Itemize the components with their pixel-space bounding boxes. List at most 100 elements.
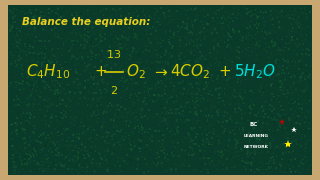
Point: [99, 125, 104, 128]
Point: [170, 93, 175, 96]
Point: [262, 28, 267, 31]
Point: [72, 80, 77, 83]
Point: [20, 50, 25, 53]
Point: [125, 87, 130, 89]
Point: [123, 161, 128, 164]
Point: [196, 47, 201, 50]
Point: [288, 76, 293, 79]
Point: [7, 9, 12, 12]
Point: [262, 71, 267, 74]
Point: [93, 114, 98, 117]
Point: [189, 154, 195, 156]
Point: [100, 40, 105, 42]
Point: [226, 80, 231, 83]
Point: [92, 113, 97, 116]
Point: [48, 116, 53, 119]
Point: [189, 92, 195, 94]
Point: [137, 127, 142, 130]
Point: [105, 161, 110, 164]
Point: [291, 81, 296, 84]
Point: [197, 103, 203, 106]
Point: [79, 166, 84, 169]
Point: [196, 76, 201, 79]
Point: [286, 48, 292, 51]
Point: [213, 89, 218, 92]
Point: [176, 130, 181, 133]
Point: [43, 57, 48, 60]
Point: [150, 140, 155, 143]
Point: [209, 82, 214, 85]
Point: [119, 22, 124, 25]
Point: [28, 25, 34, 28]
Point: [203, 88, 208, 91]
Point: [205, 56, 210, 59]
Point: [219, 52, 224, 55]
Point: [16, 130, 21, 132]
Point: [52, 90, 58, 93]
Point: [153, 84, 158, 87]
Point: [14, 103, 19, 106]
Point: [110, 105, 115, 108]
Point: [56, 117, 61, 120]
Point: [73, 165, 78, 168]
Point: [125, 115, 130, 118]
Point: [302, 25, 308, 28]
Point: [128, 97, 133, 100]
Point: [52, 168, 57, 170]
Point: [233, 107, 238, 110]
Point: [21, 138, 26, 140]
Point: [129, 158, 134, 161]
Point: [63, 105, 68, 107]
Point: [278, 14, 284, 17]
Point: [60, 21, 65, 24]
Point: [298, 145, 303, 148]
Point: [40, 116, 45, 119]
Point: [81, 143, 86, 146]
Point: [300, 133, 305, 136]
Point: [23, 12, 28, 15]
Point: [247, 116, 252, 118]
Point: [89, 42, 94, 44]
Point: [228, 116, 234, 119]
Point: [195, 83, 200, 86]
Point: [107, 100, 112, 103]
Point: [246, 150, 251, 153]
Point: [197, 140, 202, 143]
Point: [216, 8, 221, 11]
Point: [307, 161, 312, 164]
Point: [296, 43, 301, 46]
Point: [212, 163, 218, 166]
Point: [159, 67, 164, 70]
Point: [178, 28, 183, 30]
Point: [54, 127, 59, 130]
Point: [9, 122, 14, 125]
Point: [98, 34, 103, 37]
Point: [204, 91, 209, 94]
Point: [276, 84, 282, 87]
Point: [299, 52, 304, 55]
Point: [121, 36, 126, 39]
Point: [197, 72, 203, 75]
Point: [76, 40, 81, 43]
Point: [177, 13, 182, 16]
Point: [279, 146, 284, 149]
Point: [54, 112, 59, 115]
Point: [222, 57, 228, 60]
Point: [218, 97, 223, 100]
Point: [21, 24, 26, 27]
Point: [7, 165, 12, 168]
Point: [134, 51, 139, 53]
Point: [284, 87, 289, 89]
Point: [193, 59, 198, 62]
Point: [44, 99, 50, 102]
Point: [21, 80, 26, 83]
Point: [143, 10, 148, 13]
Point: [96, 117, 101, 120]
Point: [114, 87, 119, 90]
Point: [82, 57, 87, 60]
Point: [76, 136, 81, 139]
Point: [188, 93, 193, 96]
Point: [219, 108, 224, 111]
Point: [130, 72, 135, 75]
Text: $13$: $13$: [106, 48, 121, 60]
